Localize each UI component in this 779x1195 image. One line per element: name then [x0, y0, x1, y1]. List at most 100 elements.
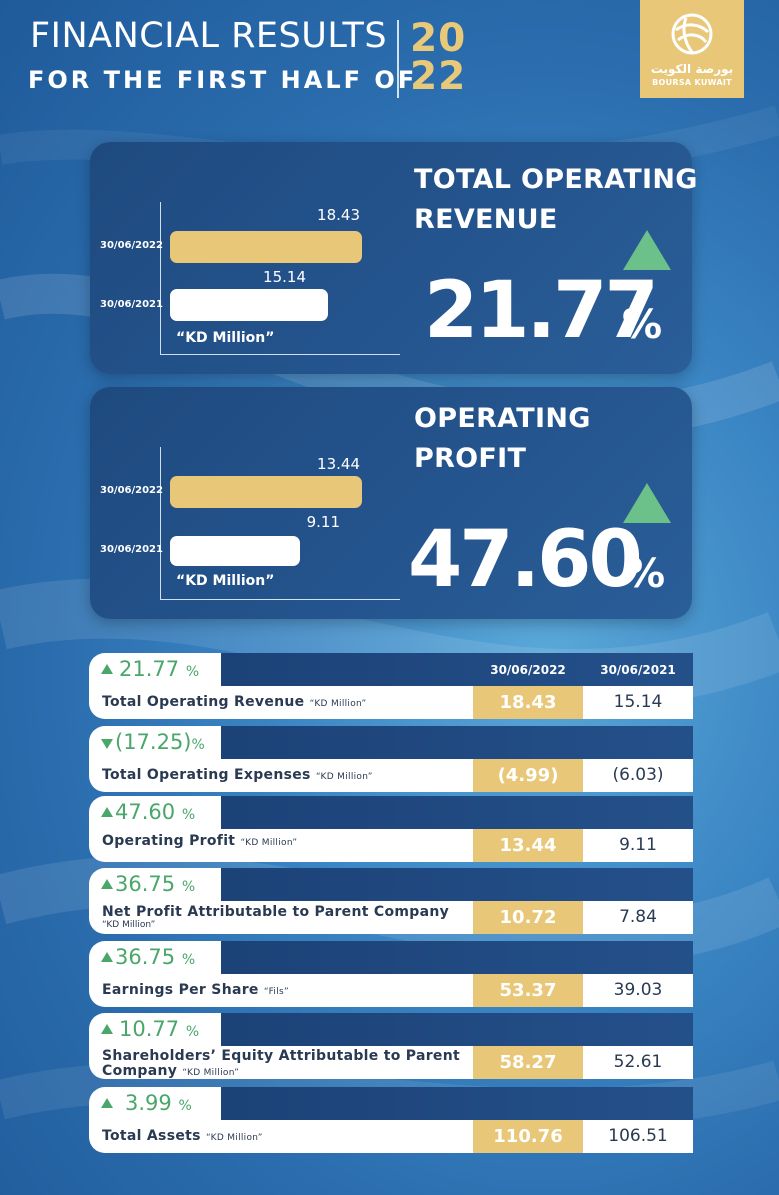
value-2021: 106.51 — [608, 1126, 668, 1146]
kpi-card-operating-profit: 30/06/2022 30/06/2021 13.44 9.11 “KD Mil… — [90, 387, 692, 619]
change-percent: (17.25)% — [101, 730, 205, 754]
value-2022: 13.44 — [473, 829, 583, 862]
value-2022: 53.37 — [473, 974, 583, 1007]
chart-axis-x — [160, 354, 400, 355]
header: FINANCIAL RESULTS FOR THE FIRST HALF OF … — [0, 0, 779, 110]
chart-axis-y — [160, 447, 161, 599]
trend-up-icon — [101, 952, 113, 962]
trend-up-icon — [623, 230, 671, 270]
row-label-line2-text: Company — [102, 1063, 178, 1079]
table-row: 3.99 % Total Assets “KD Million” 110.76 … — [89, 1087, 693, 1153]
change-percent: 10.77 % — [101, 1017, 199, 1041]
bar-2021 — [170, 536, 300, 566]
row-band — [209, 796, 693, 829]
kpi-percent: 47.60 — [408, 515, 643, 605]
change-percent: 47.60 % — [101, 800, 195, 824]
row-label: Net Profit Attributable to Parent Compan… — [102, 904, 450, 920]
row-band — [209, 1013, 693, 1046]
row-body — [89, 1120, 693, 1153]
table-row: 36.75 % Earnings Per Share “Fils” 53.37 … — [89, 941, 693, 1007]
title-line1: FINANCIAL RESULTS — [30, 16, 388, 56]
trend-up-icon — [101, 879, 113, 889]
row-label: Total Operating Expenses “KD Million” — [102, 767, 373, 783]
bar-date-2022: 30/06/2022 — [100, 240, 163, 251]
change-value: (17.25) — [115, 730, 192, 754]
year-line2: 22 — [410, 54, 467, 99]
row-label-line2: Company “KD Million” — [102, 1063, 239, 1079]
change-value: 3.99 — [125, 1091, 172, 1115]
change-value: 36.75 — [115, 872, 176, 896]
change-value: 36.75 — [115, 945, 176, 969]
row-band — [209, 726, 693, 759]
percent-sign: % — [181, 807, 196, 823]
row-label-text: Earnings Per Share — [102, 982, 259, 998]
row-body — [89, 974, 693, 1007]
percent-sign: % — [185, 664, 200, 680]
boursa-kuwait-logo: بورصة الكويت BOURSA KUWAIT — [640, 0, 744, 98]
bar-date-2021: 30/06/2021 — [100, 544, 163, 555]
bar-date-2022: 30/06/2022 — [100, 485, 163, 496]
unit-label: “KD Million” — [176, 330, 275, 346]
row-band — [209, 1087, 693, 1120]
trend-up-icon — [101, 1098, 113, 1108]
change-value: 10.77 — [119, 1017, 180, 1041]
row-unit: “KD Million” — [240, 838, 298, 848]
kpi-title-line2: PROFIT — [414, 443, 527, 474]
table-row: 36.75 % Net Profit Attributable to Paren… — [89, 868, 693, 934]
change-percent: 21.77 % — [101, 657, 199, 681]
bar-2022 — [170, 231, 362, 263]
value-2022: 110.76 — [473, 1120, 583, 1153]
change-value: 47.60 — [115, 800, 176, 824]
value-2022: 18.43 — [473, 686, 583, 719]
row-label-text: Total Operating Revenue — [102, 694, 305, 710]
column-header-2022: 30/06/2022 — [490, 663, 566, 677]
logo-arabic-text: بورصة الكويت — [650, 62, 734, 76]
value-2021: 39.03 — [613, 980, 663, 1000]
bar-value-2022: 13.44 — [317, 455, 360, 473]
bar-value-2021: 9.11 — [306, 513, 340, 531]
row-unit: “KD Million” — [315, 772, 373, 782]
bar-date-2021: 30/06/2021 — [100, 299, 163, 310]
row-band — [209, 941, 693, 974]
change-value: 21.77 — [119, 657, 180, 681]
value-2022: 10.72 — [473, 901, 583, 934]
kpi-title-line2: REVENUE — [414, 204, 558, 235]
row-label-text: Operating Profit — [102, 833, 236, 849]
row-label: Total Assets “KD Million” — [102, 1128, 263, 1144]
row-unit: “Fils” — [263, 987, 289, 997]
trend-up-icon — [101, 664, 113, 674]
table-row: 10.77 % Shareholders’ Equity Attributabl… — [89, 1013, 693, 1079]
table-row: 30/06/2022 30/06/2021 21.77 % Total Oper… — [89, 653, 693, 719]
row-label: Shareholders’ Equity Attributable to Par… — [102, 1048, 460, 1064]
year: 20 22 — [410, 19, 467, 99]
value-2021: (6.03) — [612, 765, 664, 785]
bar-value-2022: 18.43 — [317, 206, 360, 224]
percent-sign: % — [191, 737, 205, 753]
row-band — [209, 653, 693, 686]
table-row: (17.25)% Total Operating Expenses “KD Mi… — [89, 726, 693, 792]
kpi-percent: 21.77 — [424, 266, 659, 356]
value-2021: 15.14 — [613, 692, 663, 712]
row-unit: “KD Million” — [182, 1068, 240, 1078]
table-row: 47.60 % Operating Profit “KD Million” 13… — [89, 796, 693, 862]
trend-down-icon — [101, 739, 113, 749]
change-percent: 36.75 % — [101, 945, 195, 969]
change-percent: 36.75 % — [101, 872, 195, 896]
kpi-title-line1: OPERATING — [414, 403, 591, 434]
row-unit: “KD Million” — [205, 1133, 263, 1143]
row-body — [89, 759, 693, 792]
unit-label: “KD Million” — [176, 573, 275, 589]
kpi-percent-sign: % — [622, 302, 663, 348]
row-band — [209, 868, 693, 901]
chart-axis-x — [160, 599, 400, 600]
row-label: Total Operating Revenue “KD Million” — [102, 694, 367, 710]
row-body — [89, 1046, 693, 1079]
row-unit: “KD Million” — [309, 699, 367, 709]
kpi-percent-sign: % — [625, 551, 666, 597]
percent-sign: % — [178, 1098, 192, 1114]
chart-axis-y — [160, 202, 161, 354]
row-label-text: Total Operating Expenses — [102, 767, 311, 783]
bar-2022 — [170, 476, 362, 508]
value-2021: 9.11 — [619, 835, 657, 855]
value-2022: (4.99) — [473, 759, 583, 792]
